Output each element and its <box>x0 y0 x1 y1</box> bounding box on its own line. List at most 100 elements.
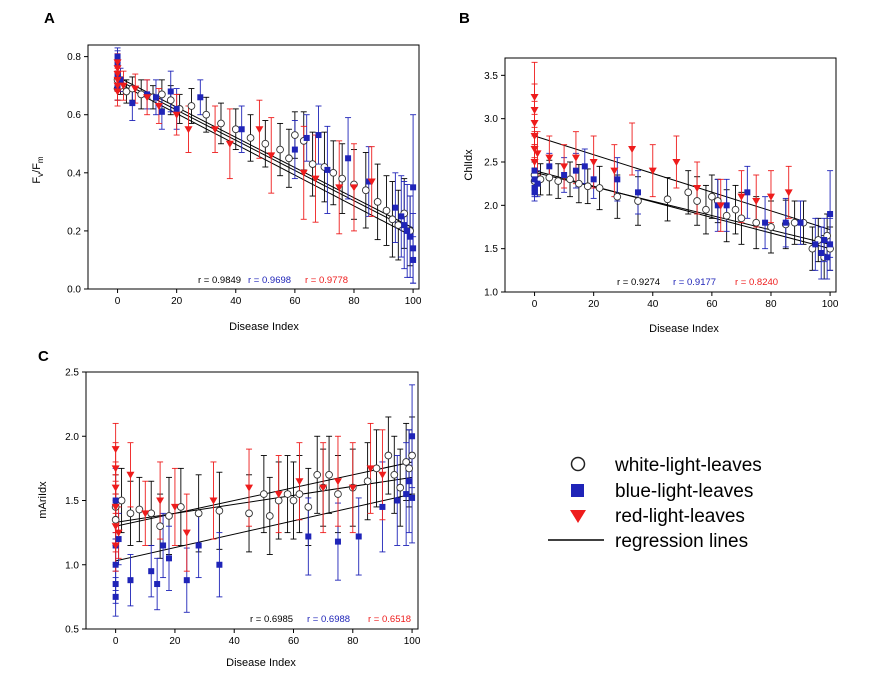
panel-c-point-blue-16 <box>355 533 362 540</box>
panel-a-point-white-8 <box>166 96 175 105</box>
panel-b-point-red-4 <box>530 146 539 153</box>
panel-c-point-red-1 <box>111 465 120 473</box>
panel-b-xtick-label-2: 40 <box>647 299 659 310</box>
panel-b-xtick-label-5: 100 <box>822 299 839 310</box>
panel-a: A 0 20 40 60 80 100 0.0 0.2 0.4 0.6 0.8 Disease In… <box>31 10 422 333</box>
panel-a-point-blue-5 <box>129 100 136 107</box>
panel-b-point-red-8 <box>560 163 569 171</box>
panel-c-point-white-7 <box>165 512 173 520</box>
panel-b-point-white-8 <box>595 184 604 192</box>
panel-c-xtick-label-0: 0 <box>113 636 119 647</box>
panel-b-xtick-label-4: 80 <box>765 299 777 310</box>
panel-a-point-blue-20 <box>398 213 405 220</box>
panel-a-ytick-label-1: 0.2 <box>67 226 81 237</box>
panel-b: B 0 20 40 60 80 100 1.0 1.5 2.0 2.5 3.0 3.5 Disease… <box>459 10 839 335</box>
panel-b-letter: B <box>459 10 470 27</box>
panel-c-axes: 0 20 40 60 80 100 0.5 1.0 1.5 2.0 2.5 <box>65 368 421 648</box>
panel-c-point-red-7 <box>126 471 135 479</box>
legend: white-light-leaves blue-light-leaves red… <box>548 455 762 552</box>
panel-c-point-white-6 <box>156 522 164 531</box>
panel-a-point-blue-21 <box>401 222 408 229</box>
panel-b-point-blue-20 <box>821 237 828 243</box>
panel-c-point-red-17 <box>333 478 342 486</box>
panel-b-point-red-6 <box>533 150 542 158</box>
panel-c-point-blue-2 <box>112 561 119 568</box>
panel-a-point-blue-0 <box>114 53 121 60</box>
legend-red-label: red-light-leaves <box>615 506 745 527</box>
panel-a-point-white-17 <box>285 154 293 163</box>
panel-b-point-white-9 <box>613 192 622 201</box>
legend-red-marker <box>570 510 586 523</box>
panel-a-point-red-1 <box>113 65 122 73</box>
panel-a-point-red-2 <box>113 71 122 79</box>
panel-a-point-white-15 <box>261 139 270 148</box>
panel-b-frame <box>504 57 837 293</box>
panel-a-point-white-25 <box>361 186 370 195</box>
panel-a-point-white-12 <box>217 119 225 128</box>
panel-b-axes: 0 20 40 60 80 100 1.0 1.5 2.0 2.5 3.0 3.5 <box>484 57 839 310</box>
panel-c-point-red-18 <box>348 484 357 492</box>
panel-a-point-blue-14 <box>303 134 310 141</box>
panel-c-xtick-label-1: 20 <box>169 636 181 647</box>
panel-a-ytick-label-4: 0.8 <box>67 52 81 63</box>
panel-c-point-white-9 <box>194 509 203 518</box>
panel-a-point-red-6 <box>119 82 128 90</box>
panel-c-point-white-1 <box>111 515 120 524</box>
panel-b-xtick-label-3: 60 <box>706 299 718 310</box>
panel-b-ylabel: ChlIdx <box>463 149 475 181</box>
panel-b-point-blue-8 <box>581 163 588 170</box>
panel-a-point-blue-19 <box>392 204 399 211</box>
panel-c-point-red-12 <box>209 497 218 505</box>
panel-c-point-blue-4 <box>112 497 119 504</box>
panel-c-ytick-label-1: 1.0 <box>65 560 79 571</box>
panel-a-point-red-0 <box>113 59 122 67</box>
panel-a-point-red-14 <box>255 126 264 134</box>
panel-b-point-red-3 <box>530 133 539 140</box>
panel-a-point-white-14 <box>246 134 255 142</box>
panel-a-r-red: r = 0.9778 <box>305 275 348 286</box>
legend-blue-label: blue-light-leaves <box>615 481 753 502</box>
panel-a-point-blue-23 <box>407 233 414 240</box>
panel-c-point-white-31 <box>408 451 416 460</box>
panel-a-point-red-10 <box>172 111 181 119</box>
panel-a-point-red-13 <box>225 140 234 148</box>
panel-c-point-red-9 <box>156 497 165 505</box>
panel-b-point-white-20 <box>752 218 761 227</box>
panel-c-xlabel: Disease Index <box>226 657 296 669</box>
panel-a-xtick-label-0: 0 <box>115 296 121 307</box>
panel-a-point-red-11 <box>184 126 193 134</box>
panel-a-point-red-5 <box>113 88 122 96</box>
panel-c-point-white-21 <box>325 470 333 479</box>
panel-c-point-blue-17 <box>379 503 386 510</box>
panel-c-point-white-15 <box>283 490 292 498</box>
panel-b-point-white-13 <box>693 197 701 205</box>
panel-c-point-white-4 <box>135 505 144 514</box>
panel-b-point-white-23 <box>790 218 799 227</box>
panel-b-ytick-label-3: 2.5 <box>484 158 498 169</box>
panel-c-point-blue-13 <box>216 561 223 568</box>
panel-a-point-blue-22 <box>404 227 411 234</box>
panel-b-ytick-label-4: 3.0 <box>484 114 498 125</box>
panel-c-point-red-19 <box>366 465 375 473</box>
panel-a-axes: 0 20 40 60 80 100 0.0 0.2 0.4 0.6 0.8 <box>67 44 422 307</box>
panel-c-point-red-15 <box>295 478 304 486</box>
panel-a-point-blue-8 <box>158 108 165 115</box>
panel-c-point-red-4 <box>111 523 120 531</box>
panel-b-point-blue-9 <box>590 176 597 183</box>
panel-c-point-blue-11 <box>183 577 190 584</box>
panel-b-point-blue-5 <box>546 163 553 170</box>
panel-a-r-white: r = 0.9849 <box>198 275 241 286</box>
panel-c-point-white-22 <box>334 490 342 498</box>
panel-b-r-blue: r = 0.9177 <box>673 277 716 288</box>
panel-c-point-blue-5 <box>115 536 122 543</box>
panel-c-point-blue-18 <box>394 497 401 504</box>
legend-white-label: white-light-leaves <box>614 455 762 476</box>
panel-b-point-blue-13 <box>723 202 730 209</box>
panel-a-r-blue: r = 0.9698 <box>248 275 291 286</box>
panel-b-point-blue-17 <box>797 219 804 226</box>
panel-c-frame <box>85 371 419 630</box>
panel-a-xtick-label-5: 100 <box>405 296 422 307</box>
panel-b-plot <box>530 61 834 280</box>
panel-b-point-blue-18 <box>812 241 819 248</box>
panel-b-point-white-4 <box>554 177 563 185</box>
